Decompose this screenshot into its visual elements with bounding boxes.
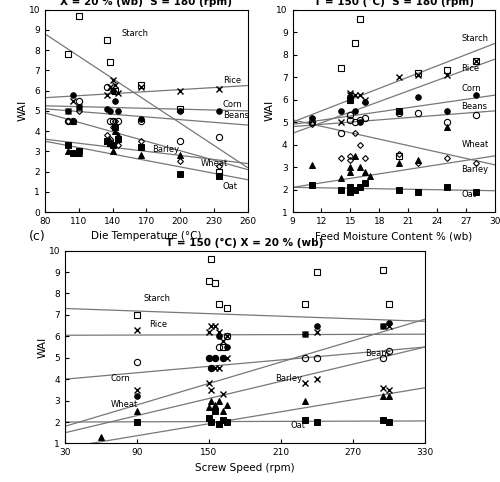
Text: (c): (c)	[29, 230, 46, 243]
Text: Rice: Rice	[149, 320, 167, 329]
Text: Starch: Starch	[122, 29, 148, 38]
X-axis label: Die Temperature (°C): Die Temperature (°C)	[91, 231, 202, 241]
Text: Barley: Barley	[152, 146, 179, 154]
Text: Oat: Oat	[223, 182, 238, 191]
X-axis label: Feed Moisture Content % (wb): Feed Moisture Content % (wb)	[315, 231, 472, 241]
Text: Corn: Corn	[110, 375, 130, 384]
Y-axis label: WAI: WAI	[37, 336, 47, 358]
Text: Barley: Barley	[461, 165, 488, 174]
Y-axis label: WAI: WAI	[265, 100, 275, 121]
Text: Starch: Starch	[143, 294, 170, 303]
Text: Wheat: Wheat	[110, 400, 138, 409]
Text: Corn: Corn	[223, 100, 242, 109]
Text: Wheat: Wheat	[461, 140, 488, 149]
X-axis label: Screw Speed (rpm): Screw Speed (rpm)	[195, 463, 295, 473]
Text: Oat: Oat	[461, 189, 476, 199]
Title: X = 20 % (wb)  S = 180 (rpm): X = 20 % (wb) S = 180 (rpm)	[60, 0, 232, 8]
Text: Oat: Oat	[290, 420, 306, 429]
Y-axis label: WAI: WAI	[17, 100, 27, 121]
Text: (a): (a)	[25, 0, 42, 1]
Text: Beans: Beans	[223, 111, 249, 120]
Text: Wheat: Wheat	[200, 159, 228, 168]
Text: Barley: Barley	[275, 375, 302, 384]
Text: Beans: Beans	[461, 102, 487, 111]
Text: Starch: Starch	[461, 34, 488, 43]
Text: Rice: Rice	[223, 76, 241, 84]
Text: Beans: Beans	[365, 349, 391, 358]
Text: (b): (b)	[272, 0, 290, 1]
Text: Rice: Rice	[461, 64, 479, 73]
Title: T = 150 (°C)  S = 180 (rpm): T = 150 (°C) S = 180 (rpm)	[314, 0, 474, 8]
Title: T = 150 (°C) X = 20 % (wb): T = 150 (°C) X = 20 % (wb)	[166, 239, 324, 249]
Text: Corn: Corn	[461, 84, 481, 93]
